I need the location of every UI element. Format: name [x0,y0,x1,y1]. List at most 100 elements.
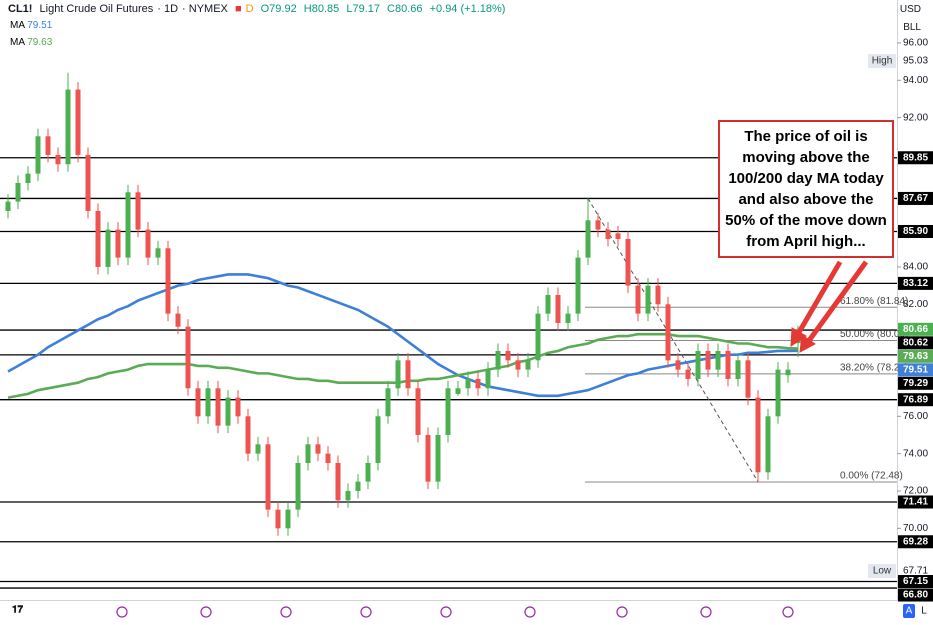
candle [375,408,381,471]
candle [565,306,571,331]
price-tag-label: 80.62 [903,337,928,348]
ma-value: 79.63 [27,37,53,48]
candle-body [395,360,401,389]
candle [645,278,651,322]
exchange: NYMEX [188,3,228,15]
y-tick-label: 82.00 [903,299,928,310]
candle [525,352,531,378]
moving-average [7,273,799,398]
candle-body [525,360,531,370]
symbol-name: Light Crude Oil Futures [39,3,154,15]
y-tick-label: 92.00 [903,112,928,123]
marker-label: Low [873,566,892,577]
candle-body [745,360,751,398]
candle-body [655,285,661,305]
candle-body [35,136,41,174]
candle [675,352,681,378]
candle [605,222,611,247]
candle [285,502,291,536]
candle [745,352,751,406]
candle [335,455,341,508]
y-tick-label: 96.00 [903,38,928,49]
candle [255,436,261,462]
candle-body [345,490,351,501]
marker-label: High [872,56,893,67]
price-tag [898,322,933,336]
candle [15,175,21,210]
price-tag [898,376,933,390]
candle-body [335,462,341,501]
candle-body [615,233,621,239]
candle-body [645,285,651,314]
fib-label: 61.80% (81.84) [840,296,908,307]
candle [245,408,251,462]
candle [715,343,721,378]
candle-body [695,350,701,379]
marker-chip [868,564,896,579]
candle-body [775,369,781,417]
price-tag [898,363,933,377]
trend-line [587,198,759,483]
ma-name: MA [10,20,25,31]
auto-button-label[interactable]: A [906,606,913,617]
candle [135,184,141,238]
candle [765,408,771,480]
candle [5,194,11,219]
log-button-label[interactable]: L [921,606,927,617]
candle-body [725,350,731,379]
candle-body [355,481,361,491]
quote-open: O79.92 [260,3,297,15]
candle [95,203,101,275]
symbol: CL1! [8,3,33,15]
candle [705,343,711,378]
candle [185,319,191,396]
candle [165,240,171,322]
price-tag [898,151,933,165]
candle [175,306,181,335]
candle-body [625,238,631,286]
candle-body [535,313,541,361]
fib-label: 38.20% (78.27) [840,363,908,374]
auto-button[interactable] [903,604,915,618]
quote-low: L79.17 [346,3,380,15]
price-tag [898,276,933,290]
candle [615,225,621,247]
candle-body [145,229,151,258]
price-tag-label: 67.15 [903,576,928,587]
candle-body [315,444,321,454]
candle-body [135,192,141,230]
candle [65,72,71,172]
candle-body [415,388,421,435]
candle [545,287,551,322]
candle-body [225,397,231,426]
candle [585,198,591,266]
candle-body [235,397,241,417]
price-tag-label: 66.80 [903,590,928,601]
candle [625,231,631,294]
candle-body [505,350,511,361]
price-tag [898,393,933,407]
candle-body [675,360,681,370]
candle-body [85,154,91,211]
y-tick-label: 76.00 [903,411,928,422]
candle-body [635,285,641,314]
candle [25,166,31,191]
price-tag-label: 79.29 [903,378,928,389]
candle [555,287,561,331]
candle-body [405,360,411,389]
candle [785,362,791,383]
candle-body [565,313,571,323]
candle [655,278,661,312]
y-tick-label: 94.00 [903,75,928,86]
candle-body [495,350,501,370]
y-tick-label: 72.00 [903,486,928,497]
candle-body [265,444,271,510]
marker-value: 95.03 [903,56,928,67]
candle-body [115,229,121,258]
candle-body [65,89,71,165]
marker-chip [868,54,896,69]
candle-body [605,229,611,239]
candle [205,380,211,424]
price-tag-label: 83.12 [903,278,928,289]
time-axis-icons [116,606,794,618]
